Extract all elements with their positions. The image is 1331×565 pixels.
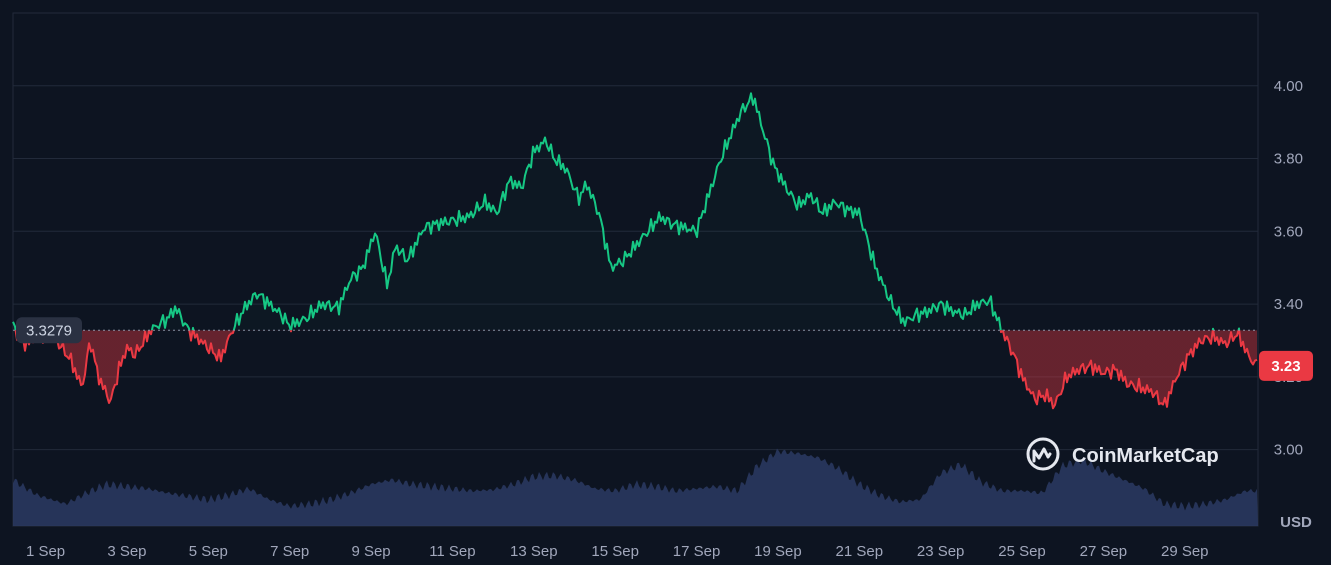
x-tick-label: 25 Sep xyxy=(998,543,1046,560)
y-tick-label: 3.60 xyxy=(1274,223,1303,240)
price-area xyxy=(13,93,1257,409)
x-tick-label: 3 Sep xyxy=(107,543,146,560)
x-tick-label: 21 Sep xyxy=(836,543,884,560)
y-tick-label: 4.00 xyxy=(1274,78,1303,95)
price-line xyxy=(12,92,1258,410)
x-tick-label: 23 Sep xyxy=(917,543,965,560)
x-tick-label: 13 Sep xyxy=(510,543,558,560)
x-axis: 1 Sep 3 Sep 5 Sep 7 Sep 9 Sep 11 Sep 13 Sep 15 … xyxy=(26,543,1209,560)
x-tick-label: 29 Sep xyxy=(1161,543,1209,560)
x-tick-label: 11 Sep xyxy=(429,543,475,560)
x-tick-label: 19 Sep xyxy=(754,543,802,560)
coinmarketcap-logo-icon xyxy=(1026,437,1060,471)
last-price-tag: 3.23 xyxy=(1259,350,1313,381)
x-tick-label: 9 Sep xyxy=(351,543,390,560)
last-price-label: 3.23 xyxy=(1271,358,1300,375)
price-line-up xyxy=(12,92,1241,331)
currency-unit-label: USD xyxy=(1280,514,1312,531)
reference-price-label: 3.3279 xyxy=(26,322,72,339)
x-tick-label: 1 Sep xyxy=(26,543,65,560)
reference-price-tag: 3.3279 xyxy=(16,317,82,344)
x-tick-label: 15 Sep xyxy=(591,543,639,560)
coinmarketcap-watermark: CoinMarketCap xyxy=(1026,437,1219,471)
price-area-down xyxy=(13,330,1257,409)
price-area-up xyxy=(13,93,1240,331)
y-tick-label: 3.80 xyxy=(1274,151,1303,168)
y-tick-label: 3.40 xyxy=(1274,296,1303,313)
x-tick-label: 5 Sep xyxy=(189,543,228,560)
volume-bars xyxy=(13,448,1258,526)
y-tick-label: 3.00 xyxy=(1274,442,1303,459)
price-line-down xyxy=(14,330,1258,410)
x-tick-label: 27 Sep xyxy=(1080,543,1128,560)
x-tick-label: 7 Sep xyxy=(270,543,309,560)
coinmarketcap-wordmark: CoinMarketCap xyxy=(1072,445,1219,467)
x-tick-label: 17 Sep xyxy=(673,543,721,560)
volume-area xyxy=(13,448,1258,526)
